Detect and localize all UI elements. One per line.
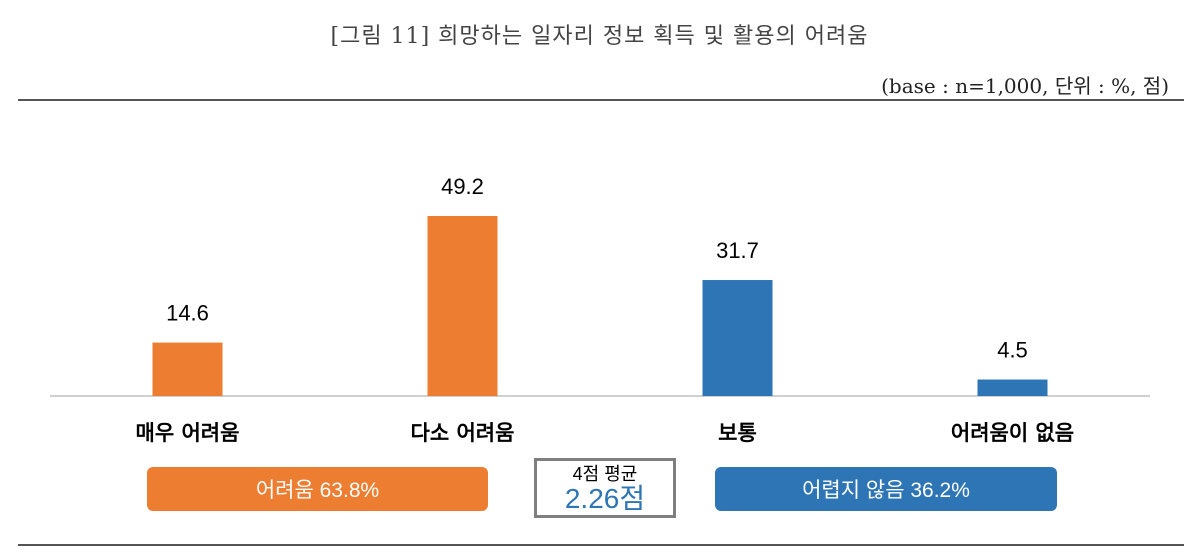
bar bbox=[427, 216, 498, 396]
bar-value-label: 31.7 bbox=[716, 238, 759, 263]
figure-title: [그림 11] 희망하는 일자리 정보 획득 및 활용의 어려움 bbox=[330, 24, 869, 49]
bar-value-label: 49.2 bbox=[441, 174, 484, 199]
difficult-total-pill: 어려움 63.8% bbox=[147, 467, 488, 511]
category-label: 매우 어려움 bbox=[136, 421, 240, 445]
category-label: 어려움이 없음 bbox=[951, 421, 1074, 445]
average-score-box: 4점 평균 2.26점 bbox=[534, 458, 676, 518]
not-difficult-total-pill: 어렵지 않음 36.2% bbox=[715, 467, 1057, 511]
bar bbox=[977, 379, 1048, 396]
average-title: 4점 평균 bbox=[572, 464, 638, 484]
average-value: 2.26점 bbox=[564, 483, 646, 514]
category-label: 보통 bbox=[718, 421, 757, 445]
bar-chart: 14.6 매우 어려움 49.2 다소 어려움 31.7 보통 4.5 어려움이 없음 bbox=[50, 174, 1150, 445]
bar-value-label: 4.5 bbox=[997, 338, 1028, 363]
bar bbox=[702, 280, 773, 396]
bar bbox=[152, 342, 223, 396]
top-rule bbox=[18, 99, 1184, 101]
bar-value-label: 14.6 bbox=[166, 301, 209, 326]
bottom-rule bbox=[18, 544, 1184, 546]
category-label: 다소 어려움 bbox=[411, 421, 515, 445]
base-note: (base : n=1,000, 단위 : %, 점) bbox=[881, 74, 1169, 98]
